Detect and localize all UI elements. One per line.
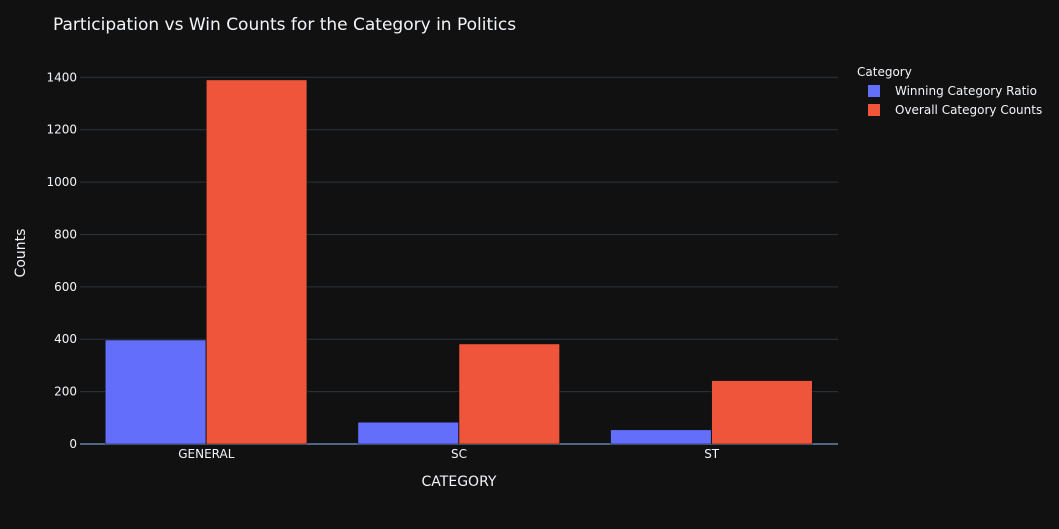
legend-item[interactable]: Winning Category Ratio bbox=[868, 84, 1037, 98]
y-axis-title: Counts bbox=[13, 229, 29, 278]
x-tick-label: SC bbox=[451, 447, 467, 461]
x-tick-label: ST bbox=[704, 447, 720, 461]
y-tick-label: 0 bbox=[69, 437, 77, 451]
bar-overall-st[interactable] bbox=[711, 380, 813, 445]
bar-overall-general[interactable] bbox=[206, 79, 308, 445]
y-axis-ticks: 0 200 400 600 800 1000 1200 1400 bbox=[46, 70, 77, 451]
x-axis-ticks: GENERAL SC ST bbox=[178, 447, 720, 461]
chart-title: Participation vs Win Counts for the Cate… bbox=[53, 15, 516, 35]
y-tick-label: 800 bbox=[54, 227, 77, 241]
legend-items: Winning Category Ratio Overall Category C… bbox=[868, 84, 1042, 117]
y-tick-label: 600 bbox=[54, 280, 77, 294]
legend-label: Winning Category Ratio bbox=[895, 84, 1037, 98]
x-axis-title: CATEGORY bbox=[422, 474, 497, 490]
bar-winning-st[interactable] bbox=[610, 429, 712, 445]
legend-swatch bbox=[868, 85, 880, 97]
legend-swatch bbox=[868, 104, 880, 116]
y-tick-label: 200 bbox=[54, 385, 77, 399]
legend-label: Overall Category Counts bbox=[895, 103, 1042, 117]
legend-title: Category bbox=[857, 65, 912, 79]
y-tick-label: 1000 bbox=[46, 175, 77, 189]
bar-winning-general[interactable] bbox=[105, 339, 207, 445]
bars bbox=[105, 79, 813, 445]
y-tick-label: 1200 bbox=[46, 123, 77, 137]
legend: Category Winning Category Ratio Overall C… bbox=[857, 65, 1042, 117]
y-tick-label: 1400 bbox=[46, 70, 77, 84]
legend-item[interactable]: Overall Category Counts bbox=[868, 103, 1042, 117]
y-tick-label: 400 bbox=[54, 332, 77, 346]
bar-overall-sc[interactable] bbox=[458, 343, 560, 445]
bar-winning-sc[interactable] bbox=[357, 422, 459, 445]
x-tick-label: GENERAL bbox=[178, 447, 235, 461]
